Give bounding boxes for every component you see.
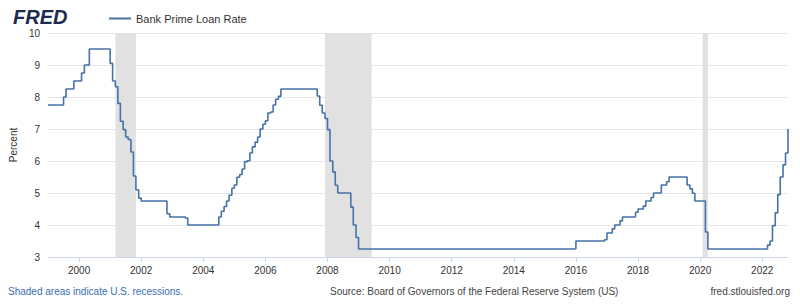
svg-text:Shaded areas indicate U.S. rec: Shaded areas indicate U.S. recessions. [8,286,183,297]
svg-text:7: 7 [34,124,40,135]
svg-text:5: 5 [34,188,40,199]
svg-text:10: 10 [29,28,41,39]
svg-text:Source: Board of Governors of: Source: Board of Governors of the Federa… [330,286,618,297]
svg-text:8: 8 [34,92,40,103]
svg-text:2022: 2022 [751,265,774,276]
svg-text:2002: 2002 [130,265,153,276]
svg-text:Percent: Percent [8,128,19,163]
svg-text:2020: 2020 [689,265,712,276]
svg-text:fred.stlouisfed.org: fred.stlouisfed.org [711,286,791,297]
svg-text:2000: 2000 [68,265,91,276]
svg-text:2008: 2008 [316,265,339,276]
svg-text:2012: 2012 [441,265,464,276]
svg-text:2018: 2018 [627,265,650,276]
svg-text:2016: 2016 [565,265,588,276]
svg-text:4: 4 [34,220,40,231]
svg-text:3: 3 [34,252,40,263]
svg-text:6: 6 [34,156,40,167]
svg-text:Bank Prime Loan Rate: Bank Prime Loan Rate [136,13,247,25]
svg-text:FRED: FRED [13,6,67,28]
svg-text:2010: 2010 [378,265,401,276]
svg-text:2014: 2014 [503,265,526,276]
svg-text:2004: 2004 [192,265,215,276]
svg-text:9: 9 [34,60,40,71]
svg-text:2006: 2006 [254,265,277,276]
